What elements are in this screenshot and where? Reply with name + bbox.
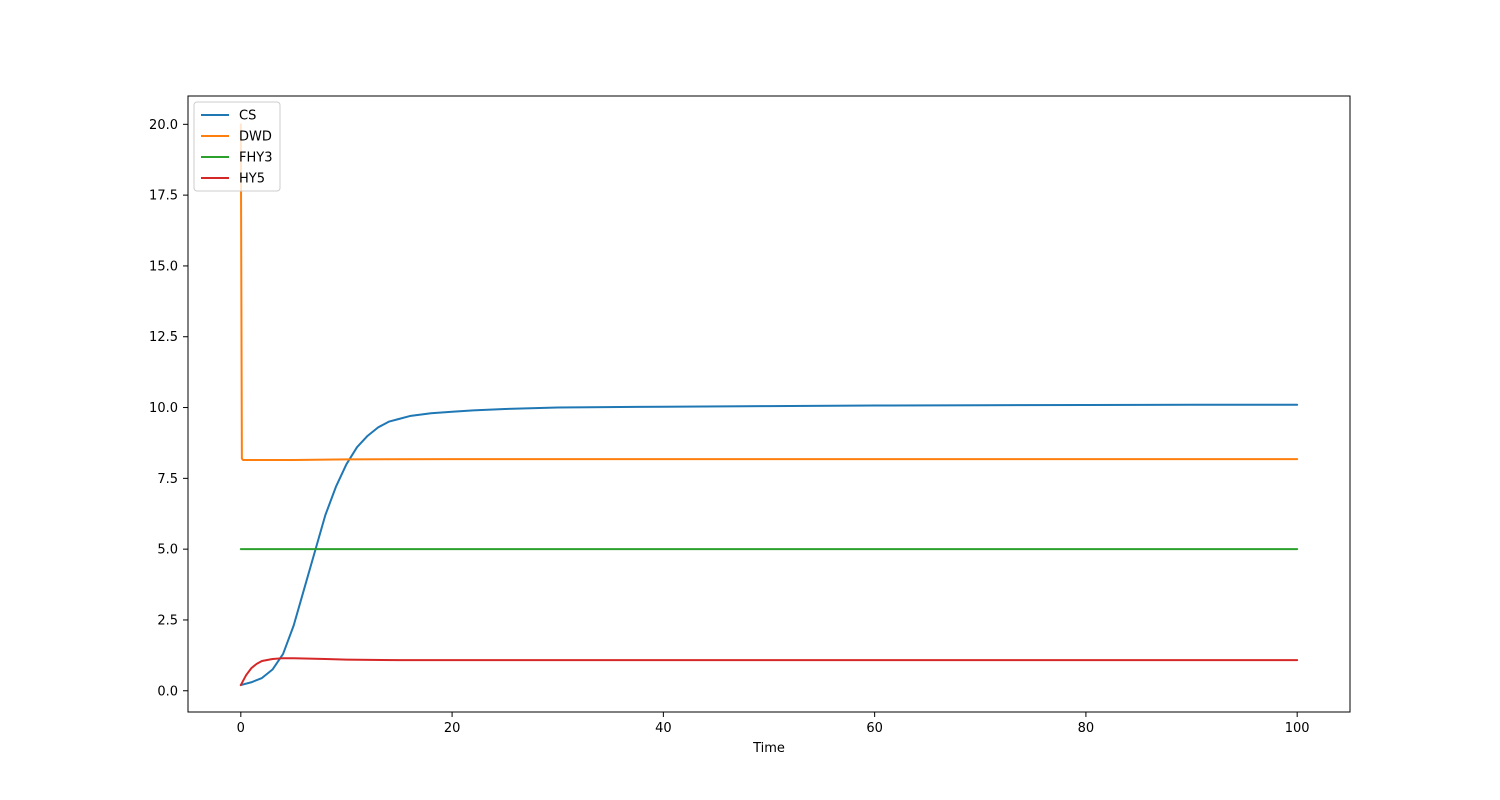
legend-frame <box>193 101 281 192</box>
legend-label-dwd: DWD <box>239 130 272 145</box>
plot-frame <box>187 95 1351 713</box>
y-tick-label: 20.0 <box>149 118 178 133</box>
y-tick-label: 10.0 <box>149 401 178 416</box>
x-tick-label: 20 <box>444 721 461 736</box>
x-tick-label: 40 <box>655 721 672 736</box>
y-tick-label: 7.5 <box>157 472 178 487</box>
x-tick-label: 60 <box>866 721 883 736</box>
legend-label-hy5: HY5 <box>239 172 265 187</box>
legend: CS DWD FHY3 HY5 <box>193 101 281 192</box>
legend-label-fhy3: FHY3 <box>239 151 272 166</box>
series-line-dwd <box>239 123 1299 461</box>
x-axis-label: Time <box>752 741 785 756</box>
legend-label-cs: CS <box>239 109 256 124</box>
y-tick-label: 12.5 <box>149 330 178 345</box>
y-tick-label: 15.0 <box>149 259 178 274</box>
series-line-hy5 <box>239 657 1299 687</box>
y-tick-label: 5.0 <box>157 543 178 558</box>
x-tick-label: 80 <box>1078 721 1095 736</box>
series-line-cs <box>239 403 1299 687</box>
x-axis: 0 20 40 60 80 100 <box>237 712 1310 736</box>
y-tick-label: 17.5 <box>149 189 178 204</box>
x-tick-label: 100 <box>1285 721 1310 736</box>
series-layer <box>239 123 1299 687</box>
x-tick-label: 0 <box>237 721 245 736</box>
y-axis: 0.0 2.5 5.0 7.5 10.0 12.5 15.0 17.5 20.0 <box>149 118 188 699</box>
y-tick-label: 0.0 <box>157 684 178 699</box>
y-tick-label: 2.5 <box>157 613 178 628</box>
